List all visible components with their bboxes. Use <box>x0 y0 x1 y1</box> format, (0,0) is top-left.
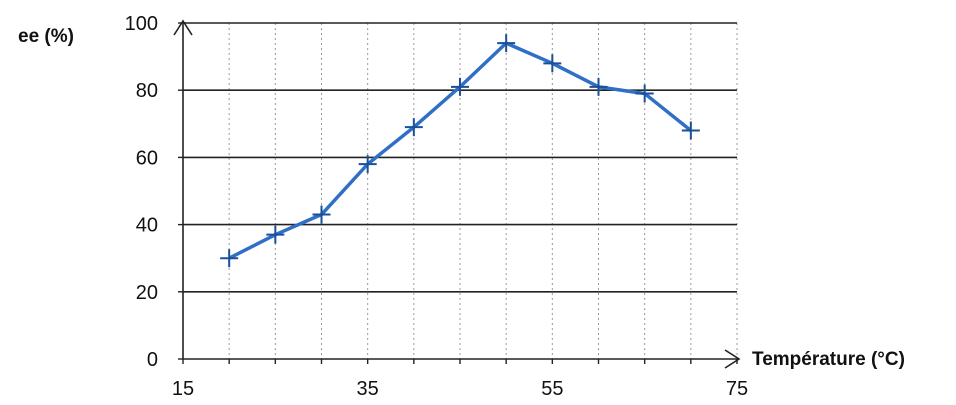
x-tick-label: 75 <box>726 378 748 400</box>
y-tick-label: 60 <box>136 147 158 169</box>
y-tick-label: 0 <box>147 349 158 371</box>
data-point <box>543 54 562 73</box>
y-tick-label: 80 <box>136 80 158 102</box>
x-axis-arrow <box>724 349 741 369</box>
data-point <box>404 118 423 137</box>
tick-labels: 0 20 40 60 80 100 15 35 55 75 <box>125 13 749 400</box>
y-tick-label: 40 <box>136 215 158 237</box>
series-line <box>228 41 692 260</box>
data-point <box>497 34 516 53</box>
data-point <box>451 77 469 96</box>
x-tick-label: 35 <box>357 378 379 400</box>
data-point <box>681 121 700 140</box>
data-point <box>266 225 285 244</box>
data-point <box>589 77 608 96</box>
x-axis-title: Température (°C) <box>752 349 905 370</box>
x-tick-label: 55 <box>541 378 563 400</box>
data-point <box>358 155 377 174</box>
y-tick-label: 100 <box>125 13 158 35</box>
series-layer <box>220 34 700 268</box>
data-point <box>635 84 654 103</box>
axes <box>173 19 741 369</box>
y-axis-title: ee (%) <box>18 26 74 47</box>
y-tick-label: 20 <box>136 282 158 304</box>
grid <box>183 22 738 359</box>
data-point <box>220 249 239 268</box>
y-axis-arrow <box>173 19 193 36</box>
x-tick-label: 15 <box>172 378 194 400</box>
data-point <box>312 205 331 224</box>
